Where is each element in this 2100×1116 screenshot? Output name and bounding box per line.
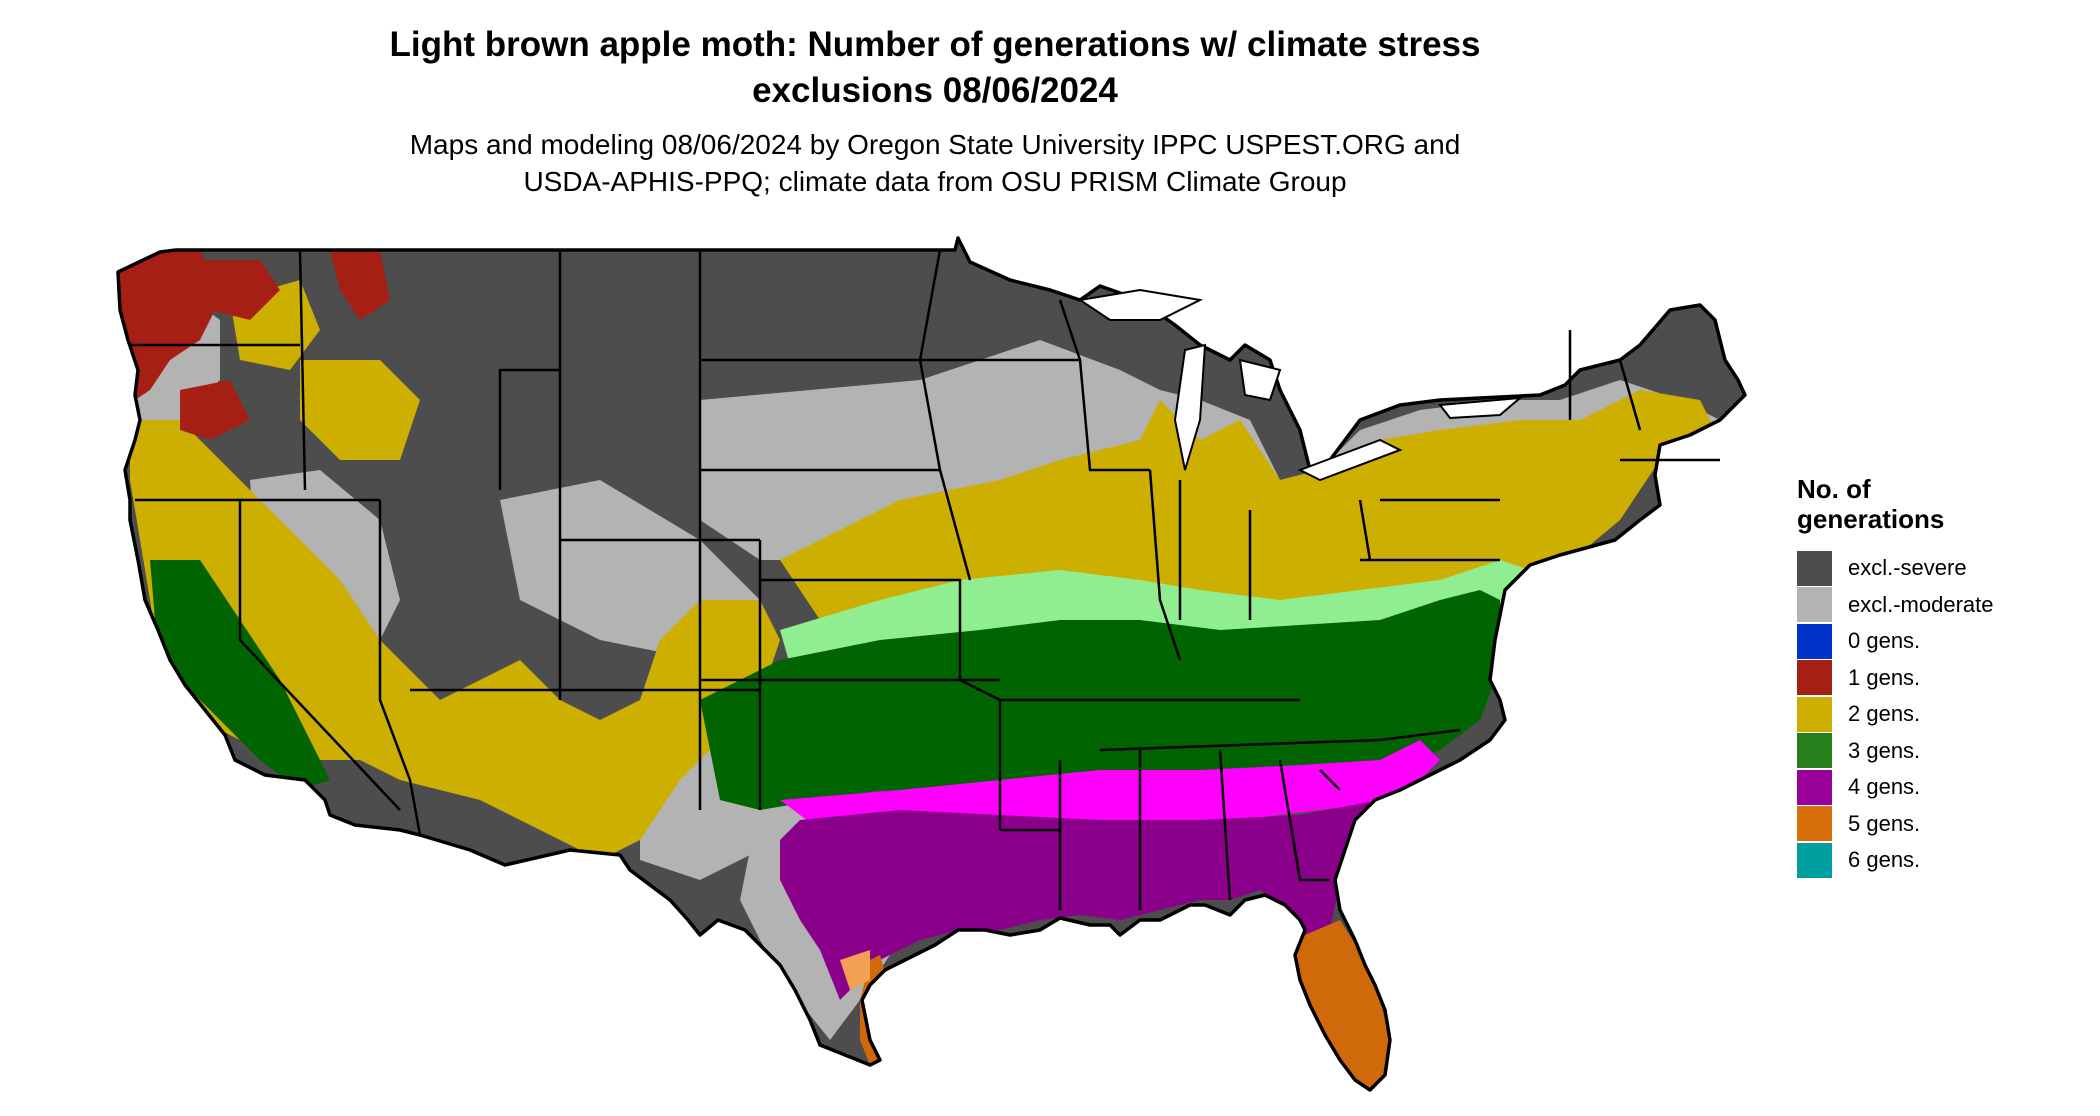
map-zones [118, 238, 1745, 1090]
state-borders [130, 249, 1720, 910]
legend-title: No. of generations [1797, 474, 1994, 534]
zone-gen1-idaho-panhandle [330, 250, 390, 320]
legend-item: excl.-severe [1797, 550, 1994, 587]
legend-item: 1 gens. [1797, 660, 1994, 697]
state-border [1319, 769, 1341, 791]
state-border [1618, 359, 1642, 431]
lake-ontario [1438, 396, 1524, 420]
state-border [1358, 499, 1372, 561]
legend-swatch [1797, 842, 1832, 878]
state-border [1148, 469, 1182, 661]
legend-item: 2 gens. [1797, 696, 1994, 733]
state-border [498, 368, 560, 490]
map-extras [1077, 288, 1524, 482]
legend-label: 1 gens. [1848, 664, 1921, 690]
legend-item: 6 gens. [1797, 842, 1994, 879]
lake-superior [1077, 288, 1204, 321]
legend-swatch [1797, 550, 1832, 586]
legend-swatch [1797, 623, 1832, 659]
lake-huron [1238, 358, 1282, 402]
state-border [1099, 728, 1461, 752]
state-border [238, 500, 401, 811]
zone-gen3-california [150, 560, 330, 790]
state-border [1218, 749, 1232, 901]
legend-swatch [1797, 587, 1832, 623]
legend-swatch [1797, 696, 1832, 732]
lake-erie [1297, 438, 1403, 482]
subtitle-line-1: Maps and modeling 08/06/2024 by Oregon S… [409, 129, 1461, 160]
us-outline [116, 236, 1747, 1092]
lake-michigan [1173, 343, 1207, 471]
legend-title-line-1: No. of [1797, 474, 1871, 504]
zone-gen1-pnw [118, 250, 220, 400]
zone-gen5-light-texas [840, 950, 870, 990]
legend-swatch [1797, 769, 1832, 805]
legend-item: 4 gens. [1797, 769, 1994, 806]
state-border [918, 249, 972, 581]
zone-gen2-idaho [300, 360, 420, 460]
state-border [1058, 299, 1150, 472]
zone-gen4-gulf [780, 780, 1460, 1000]
legend-label: 3 gens. [1848, 737, 1921, 763]
legend-label: 2 gens. [1848, 701, 1921, 727]
state-border [298, 249, 307, 491]
legend-swatch [1797, 733, 1832, 769]
legend-label: excl.-severe [1848, 555, 1967, 581]
subtitle-line-2: USDA-APHIS-PPQ; climate data from OSU PR… [523, 166, 1347, 197]
legend-item: excl.-moderate [1797, 587, 1994, 624]
zone-gen1-oregon [180, 380, 250, 440]
map-title: Light brown apple moth: Number of genera… [0, 22, 1870, 114]
legend-swatch [1797, 806, 1832, 842]
legend-label: 0 gens. [1848, 628, 1921, 654]
state-border [1278, 759, 1330, 882]
state-border [378, 500, 422, 836]
legend-label: 4 gens. [1848, 774, 1921, 800]
zone-gen5-florida [1295, 920, 1390, 1090]
map-subtitle: Maps and modeling 08/06/2024 by Oregon S… [0, 126, 1870, 200]
title-line-2: exclusions 08/06/2024 [752, 71, 1118, 110]
legend-title-line-2: generations [1797, 504, 1945, 534]
legend-item: 5 gens. [1797, 806, 1994, 843]
legend-swatch [1797, 660, 1832, 696]
legend-label: excl.-moderate [1848, 591, 1994, 617]
legend-item: 0 gens. [1797, 623, 1994, 660]
state-border [760, 578, 962, 680]
legend-item: 3 gens. [1797, 733, 1994, 770]
legend-label: 5 gens. [1848, 810, 1921, 836]
legend-items: excl.-severe excl.-moderate 0 gens. 1 gens.… [1797, 550, 1994, 879]
legend-label: 6 gens. [1848, 847, 1921, 873]
zone-gen1-cascades [200, 260, 280, 320]
legend: No. of generations excl.-severe excl.-mod… [1797, 474, 1994, 879]
title-line-1: Light brown apple moth: Number of genera… [389, 25, 1481, 64]
